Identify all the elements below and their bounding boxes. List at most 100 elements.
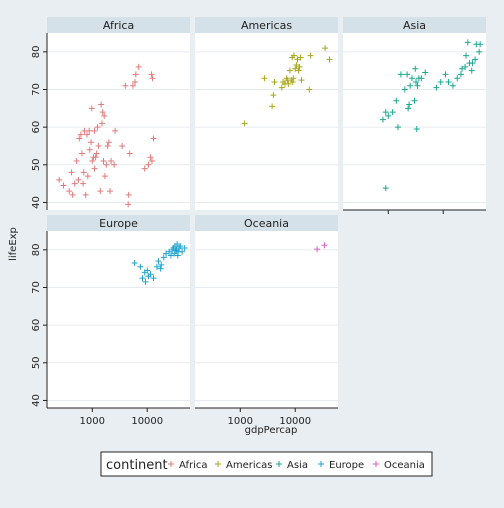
data-point-americas (289, 78, 296, 85)
data-point-africa (111, 161, 118, 168)
data-point-americas (271, 78, 278, 85)
legend-label-oceania: Oceania (384, 460, 425, 471)
data-point-africa (91, 127, 98, 134)
data-point-africa (71, 180, 78, 187)
data-point-asia (382, 185, 389, 192)
panel-oceania (195, 231, 338, 408)
data-point-europe (160, 254, 167, 261)
data-point-americas (270, 92, 277, 99)
data-point-asia (468, 67, 475, 74)
data-point-africa (89, 158, 96, 165)
facet-strip-oceania (195, 215, 338, 231)
data-point-africa (149, 75, 156, 82)
y-tick-label: 40 (31, 196, 42, 209)
data-point-asia (463, 52, 470, 59)
data-point-africa (148, 158, 155, 165)
data-point-africa (101, 173, 108, 180)
data-point-asia (406, 101, 413, 108)
data-point-americas (326, 56, 333, 63)
legend-label-americas: Americas (226, 460, 272, 471)
data-point-africa (145, 161, 152, 168)
data-point-africa (122, 82, 129, 89)
panel-americas (195, 33, 338, 210)
data-point-africa (56, 176, 63, 183)
data-point-africa (150, 135, 157, 142)
x-tick-label: 1000 (228, 416, 253, 427)
data-point-africa (80, 180, 87, 187)
legend-key-africa (168, 461, 174, 467)
data-point-africa (78, 150, 85, 157)
data-point-asia (469, 60, 476, 67)
data-point-americas (292, 65, 299, 72)
data-point-europe (142, 278, 149, 285)
y-tick-label: 40 (31, 394, 42, 407)
data-point-asia (397, 71, 404, 78)
data-point-americas (293, 62, 300, 69)
data-point-asia (407, 82, 414, 89)
data-point-africa (86, 127, 93, 134)
data-point-asia (462, 63, 469, 70)
data-point-africa (100, 158, 107, 165)
data-point-europe (174, 241, 181, 248)
data-point-africa (119, 142, 126, 149)
data-point-asia (413, 78, 420, 85)
legend-label-africa: Africa (179, 460, 208, 471)
data-point-europe (167, 252, 174, 259)
data-point-americas (298, 77, 305, 84)
panel-europe (47, 231, 190, 408)
legend-key-oceania (373, 461, 379, 467)
data-point-europe (163, 250, 170, 257)
data-point-africa (125, 201, 132, 208)
data-point-africa (76, 135, 83, 142)
data-point-africa (129, 82, 136, 89)
data-point-africa (147, 154, 154, 161)
facet-strip-asia (343, 17, 486, 33)
facet-label: Africa (103, 19, 134, 32)
data-point-africa (98, 101, 105, 108)
data-point-africa (141, 165, 148, 172)
data-point-africa (84, 173, 91, 180)
data-point-americas (290, 75, 297, 82)
data-point-asia (385, 112, 392, 119)
data-point-asia (449, 82, 456, 89)
data-point-asia (437, 78, 444, 85)
data-point-africa (106, 188, 113, 195)
legend-key-europe (318, 461, 324, 467)
y-tick-label: 80 (31, 45, 42, 58)
data-point-asia (472, 56, 479, 63)
data-point-asia (404, 71, 411, 78)
facet-label: Americas (241, 19, 292, 32)
y-tick-label: 70 (31, 83, 42, 96)
data-point-asia (389, 109, 396, 116)
data-point-africa (112, 127, 119, 134)
data-point-americas (261, 75, 268, 82)
data-point-asia (412, 65, 419, 72)
x-tick-label: 10000 (131, 416, 163, 427)
data-point-europe (139, 275, 146, 282)
y-tick-label: 60 (31, 121, 42, 134)
data-point-americas (295, 67, 302, 74)
data-point-africa (92, 154, 99, 161)
data-point-europe (144, 267, 151, 274)
data-point-africa (88, 105, 95, 112)
facet-strip-africa (47, 17, 190, 33)
y-tick-label: 80 (31, 243, 42, 256)
y-axis-title: lifeExp (8, 227, 19, 261)
legend-label-asia: Asia (287, 460, 308, 471)
data-point-asia (464, 39, 471, 46)
data-point-americas (296, 63, 303, 70)
data-point-africa (103, 161, 110, 168)
data-point-asia (405, 105, 412, 112)
data-point-africa (93, 150, 100, 157)
data-point-asia (394, 124, 401, 131)
data-point-asia (454, 75, 461, 82)
data-point-africa (98, 120, 105, 127)
facet-label: Oceania (244, 217, 289, 230)
data-point-asia (382, 109, 389, 116)
data-point-americas (278, 84, 285, 91)
data-point-asia (379, 116, 386, 123)
y-tick-label: 50 (31, 356, 42, 369)
data-point-americas (269, 103, 276, 110)
data-point-europe (153, 263, 160, 270)
data-point-oceania (321, 242, 328, 249)
